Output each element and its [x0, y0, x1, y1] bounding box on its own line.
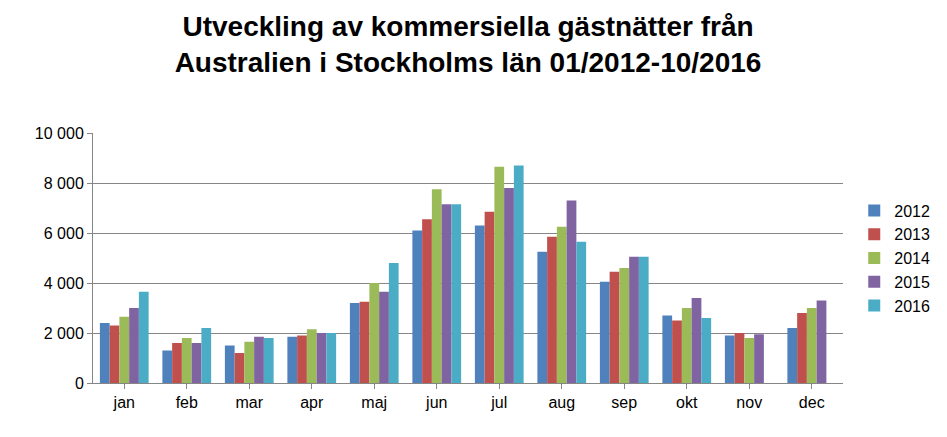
svg-text:2012: 2012 [894, 203, 930, 220]
svg-text:0: 0 [75, 375, 84, 392]
svg-text:jul: jul [490, 394, 507, 411]
svg-text:sep: sep [611, 394, 637, 411]
svg-text:6 000: 6 000 [44, 225, 84, 242]
svg-text:8 000: 8 000 [44, 175, 84, 192]
svg-text:2015: 2015 [894, 274, 930, 291]
svg-text:okt: okt [676, 394, 698, 411]
svg-text:2016: 2016 [894, 298, 930, 315]
svg-text:feb: feb [176, 394, 198, 411]
svg-text:maj: maj [361, 394, 387, 411]
svg-text:aug: aug [548, 394, 575, 411]
svg-text:nov: nov [736, 394, 762, 411]
svg-text:2 000: 2 000 [44, 325, 84, 342]
svg-text:4 000: 4 000 [44, 275, 84, 292]
svg-text:jun: jun [425, 394, 447, 411]
svg-text:dec: dec [799, 394, 825, 411]
svg-text:mar: mar [235, 394, 263, 411]
svg-text:2013: 2013 [894, 226, 930, 243]
svg-text:10 000: 10 000 [35, 125, 84, 142]
svg-text:2014: 2014 [894, 250, 930, 267]
svg-text:apr: apr [300, 394, 324, 411]
svg-text:jan: jan [113, 394, 135, 411]
svg-text:Utveckling av kommersiella gäs: Utveckling av kommersiella gästnätter fr… [175, 11, 762, 78]
